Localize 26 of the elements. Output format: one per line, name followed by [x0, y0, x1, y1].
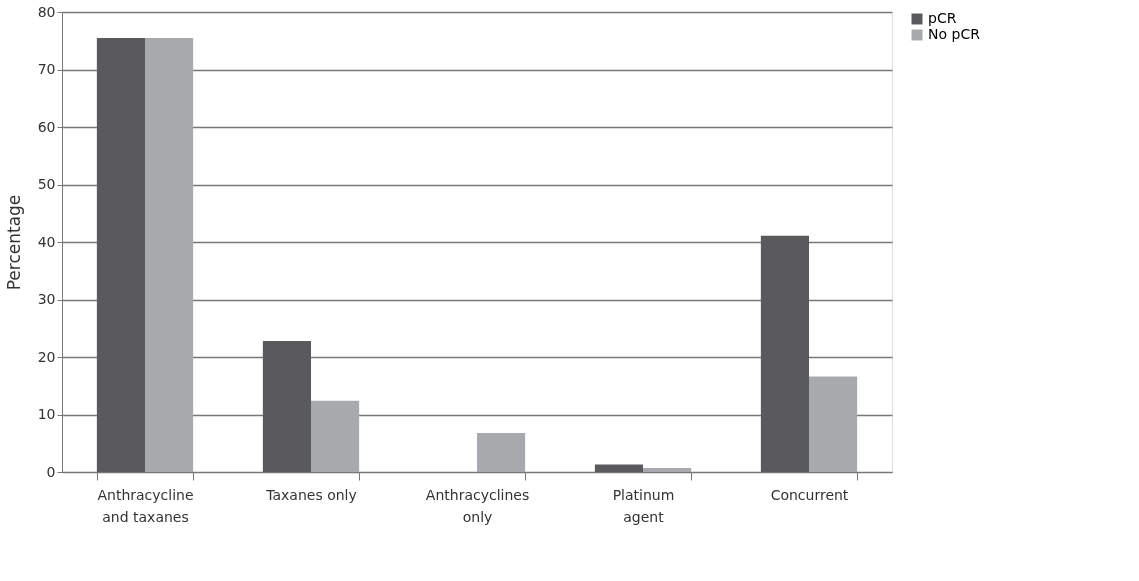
bar: [477, 432, 526, 472]
x-tick-label: Anthracycline and taxanes: [97, 486, 194, 525]
y-tick-label: 80: [37, 3, 56, 20]
bar: [145, 37, 194, 472]
x-tick-label: Platinum agent: [612, 486, 675, 525]
bar: [262, 340, 311, 472]
bar: [760, 235, 809, 472]
y-tick-label: 40: [37, 233, 56, 250]
x-tick-label: Concurrent: [770, 486, 849, 503]
y-tick-label: 30: [37, 291, 56, 307]
bar: [311, 400, 360, 472]
y-tick-label: 20: [37, 348, 56, 365]
y-tick-label: 50: [37, 176, 56, 192]
x-tick-label: Taxanes only: [265, 486, 357, 503]
y-tick-label: 70: [37, 61, 56, 77]
legend-label: No pCR: [928, 26, 981, 42]
legend-label: pCR: [928, 10, 957, 26]
y-tick-label: 10: [37, 406, 56, 422]
bar: [594, 464, 643, 472]
y-tick-label: 60: [37, 118, 56, 135]
x-tick-label: Anthracyclines only: [425, 486, 530, 525]
bar: [96, 37, 145, 472]
bar: [809, 376, 858, 472]
y-tick-label: 0: [46, 463, 56, 480]
bar: [643, 467, 692, 472]
y-axis-title: Percentage: [3, 194, 24, 291]
